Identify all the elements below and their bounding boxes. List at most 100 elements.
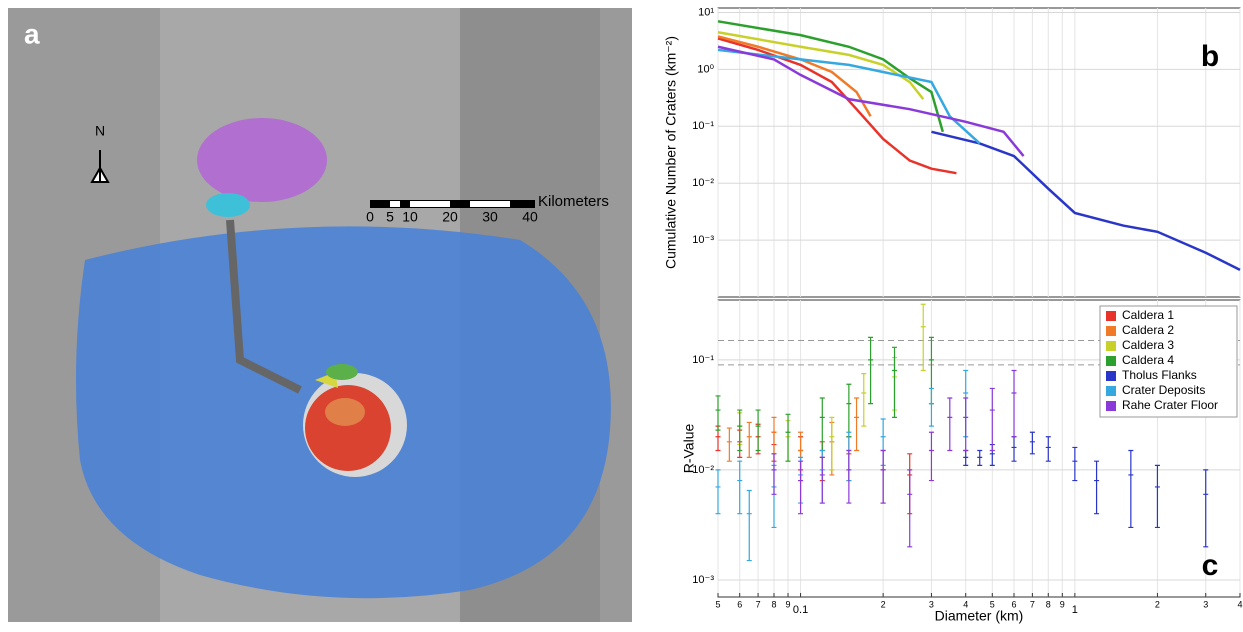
legend-swatch bbox=[1106, 386, 1116, 396]
error-bar bbox=[977, 449, 983, 466]
caldera-4-area bbox=[326, 364, 358, 380]
scale-tick-label: 30 bbox=[482, 209, 498, 225]
error-bar bbox=[829, 416, 835, 471]
crater-deposits-area bbox=[206, 193, 250, 217]
y-axis-title: Cumulative Number of Craters (km⁻²) bbox=[663, 36, 679, 269]
series-line bbox=[931, 130, 1241, 271]
error-bar bbox=[1029, 431, 1035, 455]
scale-tick-label: 10 bbox=[402, 209, 418, 225]
error-bar bbox=[746, 421, 752, 458]
error-bar bbox=[746, 489, 752, 562]
y-tick-label: 10⁻³ bbox=[692, 574, 714, 586]
legend-box bbox=[1099, 305, 1238, 418]
error-bar bbox=[755, 409, 761, 452]
scale-bar-segment bbox=[470, 201, 510, 207]
x-tick-label: 5 bbox=[715, 599, 720, 609]
error-bar bbox=[861, 373, 867, 427]
error-bar bbox=[928, 431, 934, 482]
error-bar bbox=[928, 336, 934, 405]
rahe-crater-floor-area bbox=[197, 118, 327, 202]
error-bar bbox=[785, 413, 791, 462]
error-bar bbox=[771, 416, 777, 455]
x-tick-label: 4 bbox=[963, 599, 968, 609]
plot-area bbox=[717, 7, 1241, 298]
y-tick-label: 10⁰ bbox=[697, 63, 714, 75]
legend-label: Caldera 1 bbox=[1122, 308, 1174, 322]
error-bar bbox=[1203, 469, 1209, 548]
scale-bar-segment bbox=[410, 201, 450, 207]
x-tick-label: 1 bbox=[1072, 604, 1078, 616]
error-bar bbox=[880, 418, 886, 466]
error-bar bbox=[771, 453, 777, 495]
series-line bbox=[717, 45, 1025, 157]
caldera-1-area bbox=[305, 385, 391, 471]
error-bar bbox=[846, 383, 852, 438]
legend-label: Rahe Crater Floor bbox=[1122, 398, 1218, 412]
error-bar bbox=[1072, 446, 1078, 482]
error-bar bbox=[868, 336, 874, 405]
legend-swatch bbox=[1106, 401, 1116, 411]
x-tick-label: 9 bbox=[786, 599, 791, 609]
x-tick-label: 8 bbox=[771, 599, 776, 609]
error-bar bbox=[726, 427, 732, 462]
x-tick-label: 5 bbox=[990, 599, 995, 609]
scale-tick-label: 20 bbox=[442, 209, 458, 225]
error-bar bbox=[1045, 436, 1051, 462]
error-bar bbox=[907, 469, 913, 548]
legend-label: Caldera 2 bbox=[1122, 323, 1174, 337]
map: a N Kilometers bbox=[8, 8, 632, 622]
error-bar bbox=[798, 460, 804, 515]
x-tick-label: 2 bbox=[881, 599, 886, 609]
panel-label: b bbox=[1201, 40, 1219, 73]
error-bar bbox=[989, 387, 995, 452]
error-bar bbox=[737, 460, 743, 515]
error-bar bbox=[798, 431, 804, 482]
error-bar bbox=[715, 469, 721, 515]
scale-tick-label: 40 bbox=[522, 209, 538, 225]
scale-unit: Kilometers bbox=[538, 193, 609, 210]
series-line bbox=[717, 20, 944, 133]
error-bar bbox=[854, 397, 860, 452]
x-tick-label: 6 bbox=[1012, 599, 1017, 609]
y-tick-label: 10⁻² bbox=[692, 177, 714, 189]
x-tick-label: 7 bbox=[1030, 599, 1035, 609]
legend-swatch bbox=[1106, 356, 1116, 366]
error-bar bbox=[737, 409, 743, 452]
legend-swatch bbox=[1106, 311, 1116, 321]
y-tick-label: 10⁻² bbox=[692, 464, 714, 476]
error-bar bbox=[846, 449, 852, 504]
error-bar bbox=[1094, 460, 1100, 515]
y-tick-label: 10⁻¹ bbox=[692, 354, 714, 366]
x-tick-label: 2 bbox=[1155, 599, 1160, 609]
x-tick-label: 6 bbox=[737, 599, 742, 609]
error-bar bbox=[819, 397, 825, 452]
x-tick-label: 8 bbox=[1046, 599, 1051, 609]
series-line bbox=[717, 35, 872, 117]
series-line bbox=[717, 31, 925, 100]
error-bar bbox=[819, 456, 825, 504]
y-axis-title: R-Value bbox=[681, 424, 697, 474]
error-bar bbox=[1128, 449, 1134, 529]
north-arrow bbox=[90, 150, 110, 183]
x-tick-label: 4 bbox=[1237, 599, 1242, 609]
legend-label: Tholus Flanks bbox=[1122, 368, 1197, 382]
legend-label: Crater Deposits bbox=[1122, 383, 1205, 397]
error-bar bbox=[928, 387, 934, 427]
scale-tick-label: 5 bbox=[386, 209, 394, 225]
x-tick-label: 0.1 bbox=[793, 604, 808, 616]
legend-swatch bbox=[1106, 326, 1116, 336]
panel-label: a bbox=[24, 18, 40, 49]
y-tick-label: 10⁻³ bbox=[692, 234, 714, 246]
legend-label: Caldera 4 bbox=[1122, 353, 1174, 367]
x-tick-label: 3 bbox=[929, 599, 934, 609]
scale-bar-segment bbox=[390, 201, 400, 207]
channel bbox=[226, 219, 302, 394]
error-bar bbox=[1154, 464, 1160, 529]
error-bar bbox=[963, 397, 969, 452]
legend-label: Caldera 3 bbox=[1122, 338, 1174, 352]
x-tick-label: 3 bbox=[1203, 599, 1208, 609]
series-line bbox=[717, 48, 981, 145]
legend-swatch bbox=[1106, 341, 1116, 351]
legend-swatch bbox=[1106, 371, 1116, 381]
